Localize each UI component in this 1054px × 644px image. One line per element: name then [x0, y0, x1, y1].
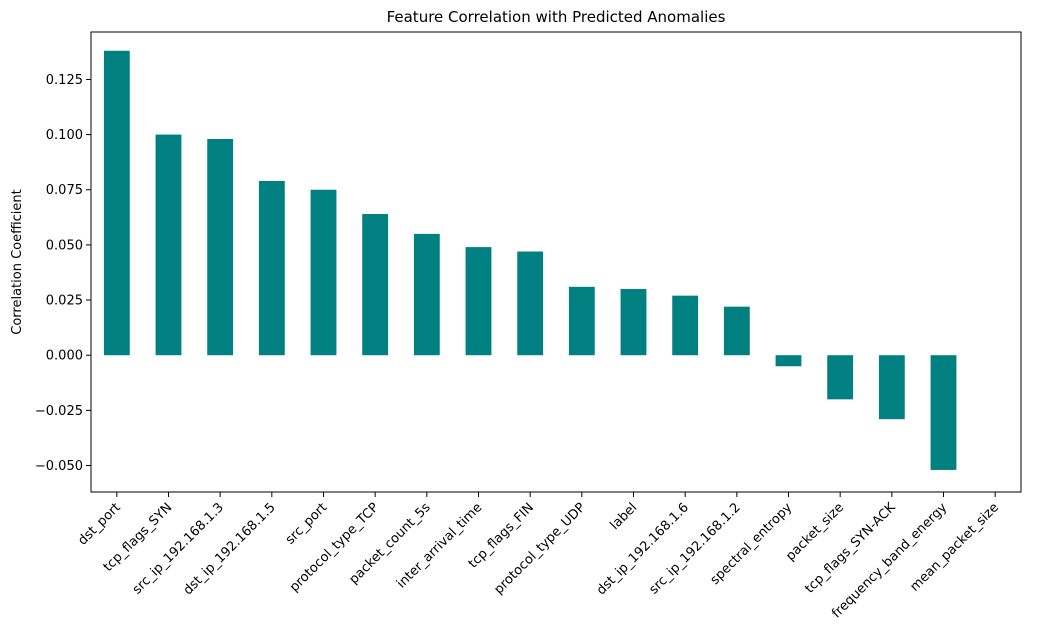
x-tick-label: src_port [283, 500, 330, 547]
bar-src_ip_192.168.1.3 [207, 139, 234, 356]
y-tick-label: 0.000 [46, 349, 83, 364]
x-tick-label: protocol_type_TCP [287, 500, 382, 595]
bar-inter_arrival_time [465, 247, 492, 356]
x-tick-label: mean_packet_size [908, 500, 1002, 594]
plot-frame [90, 31, 1022, 493]
bar-tcp_flags_SYN [155, 134, 182, 356]
x-tick-label: label [607, 500, 640, 533]
bar-dst_port [103, 50, 130, 356]
x-tick-label: src_ip_192.168.1.2 [646, 500, 743, 597]
bar-label [620, 289, 647, 356]
bar-tcp_flags_SYN-ACK [878, 355, 905, 420]
bar-tcp_flags_FIN [517, 251, 544, 356]
y-tick-label: 0.025 [46, 294, 83, 309]
y-ticks-group: −0.050 −0.025 0.000 0.025 0.050 0.075 0.100 0.1… [35, 73, 91, 474]
chart-title: Feature Correlation with Predicted Anoma… [387, 8, 726, 26]
y-tick-label: −0.050 [35, 459, 83, 474]
x-tick-label: src_ip_192.168.1.3 [130, 500, 227, 597]
y-axis-label: Correlation Coefficient [10, 189, 25, 335]
x-tick-label: inter_arrival_time [394, 500, 485, 591]
bar-dst_ip_192.168.1.6 [672, 295, 699, 356]
x-tick-label: protocol_type_UDP [491, 500, 588, 597]
bar-protocol_type_TCP [362, 214, 389, 356]
bar-frequency_band_energy [930, 355, 957, 470]
y-tick-label: 0.050 [46, 238, 83, 253]
x-tick-label: tcp_flags_SYN-ACK [802, 500, 899, 597]
bar-protocol_type_UDP [568, 286, 595, 356]
y-tick-label: −0.025 [35, 404, 83, 419]
y-tick-label: 0.075 [46, 183, 83, 198]
x-tick-label: dst_ip_192.168.1.6 [594, 500, 692, 598]
bar-dst_ip_192.168.1.5 [258, 180, 285, 356]
bar-src_port [310, 189, 337, 356]
y-tick-label: 0.125 [46, 73, 83, 88]
bar-spectral_entropy [775, 355, 802, 367]
x-tick-label: dst_ip_192.168.1.5 [181, 500, 279, 598]
bar-src_ip_192.168.1.2 [723, 306, 750, 356]
x-tick-label: dst_port [75, 500, 123, 548]
y-tick-label: 0.100 [46, 128, 83, 143]
bars-group [103, 50, 957, 470]
x-ticks-group: dst_porttcp_flags_SYNsrc_ip_192.168.1.3d… [75, 492, 1002, 621]
bar-packet_size [827, 355, 854, 400]
bar-packet_count_5s [413, 233, 440, 356]
